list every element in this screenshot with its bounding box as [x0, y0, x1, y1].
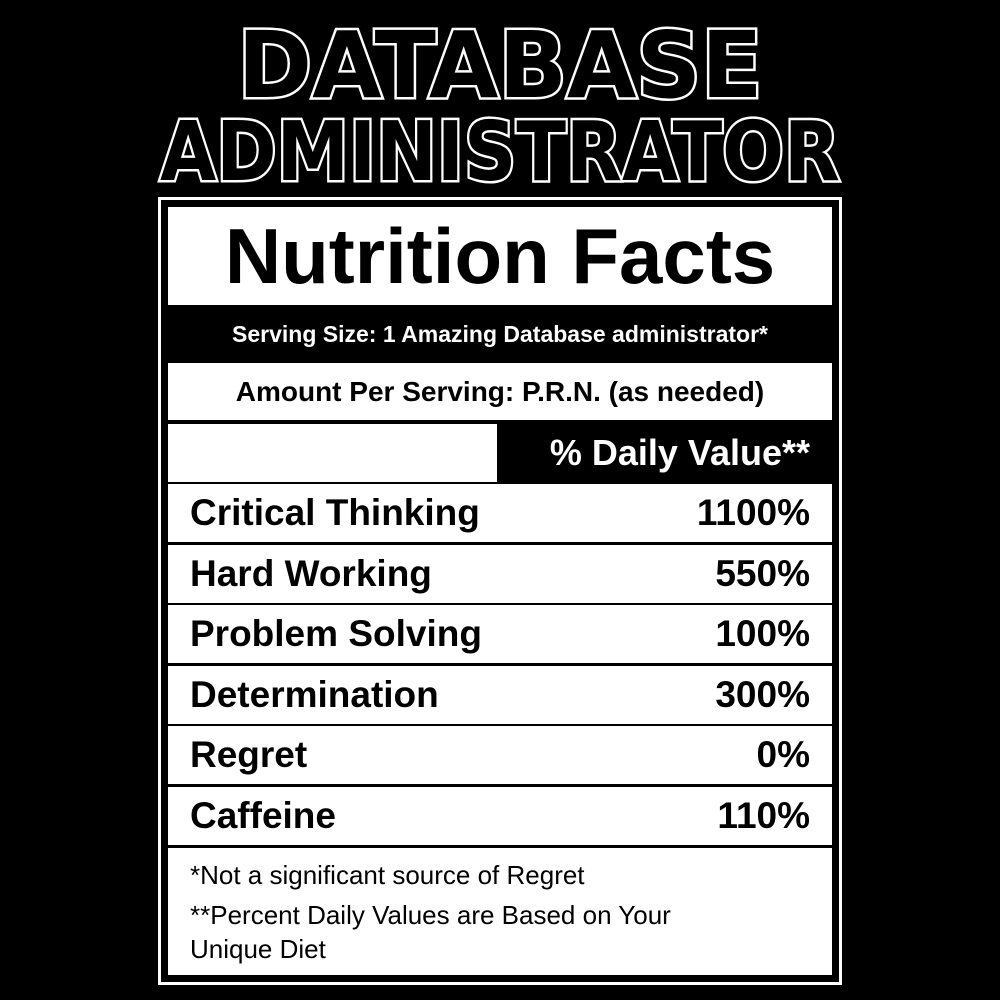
header: DATABASE ADMINISTRATOR	[158, 10, 843, 196]
nutrient-value: 1100%	[696, 492, 810, 533]
blank-cell	[168, 424, 497, 482]
nutrient-name: Hard Working	[190, 552, 432, 594]
label-border	[158, 197, 842, 985]
header-line: DATABASE	[238, 12, 763, 119]
label-title: Nutrition Facts	[168, 207, 832, 305]
nutrient-row: Regret 0%	[168, 726, 832, 784]
daily-value-header: % Daily Value**	[497, 424, 832, 482]
nutrient-row: Problem Solving 100%	[168, 605, 832, 663]
footnote: **Percent Daily Values are Based on Your…	[190, 900, 671, 964]
nutrient-value: 100%	[715, 613, 810, 654]
nutrient-name: Determination	[190, 673, 439, 715]
nutrient-value: 0%	[756, 734, 810, 775]
nutrient-row: Determination 300%	[168, 665, 832, 724]
nutrient-value: 300%	[715, 673, 810, 715]
amount-per-serving: Amount Per Serving: P.R.N. (as needed)	[168, 363, 832, 420]
nutrient-name: Regret	[190, 734, 308, 775]
nutrient-name: Caffeine	[190, 794, 336, 836]
nutrient-row: Hard Working 550%	[168, 544, 832, 603]
header-line: ADMINISTRATOR	[160, 105, 840, 195]
footnotes: *Not a significant source of Regret **Per…	[168, 848, 832, 975]
nutrient-name: Problem Solving	[190, 613, 482, 654]
nutrient-row: Critical Thinking 1100%	[168, 484, 832, 542]
nutrient-value: 110%	[717, 794, 810, 836]
nutrient-value: 550%	[715, 552, 810, 594]
serving-size: Serving Size: 1 Amazing Database adminis…	[168, 307, 832, 362]
nutrient-row: Caffeine 110%	[168, 786, 832, 845]
footnote: *Not a significant source of Regret	[190, 860, 585, 890]
nutrient-name: Critical Thinking	[190, 492, 480, 533]
